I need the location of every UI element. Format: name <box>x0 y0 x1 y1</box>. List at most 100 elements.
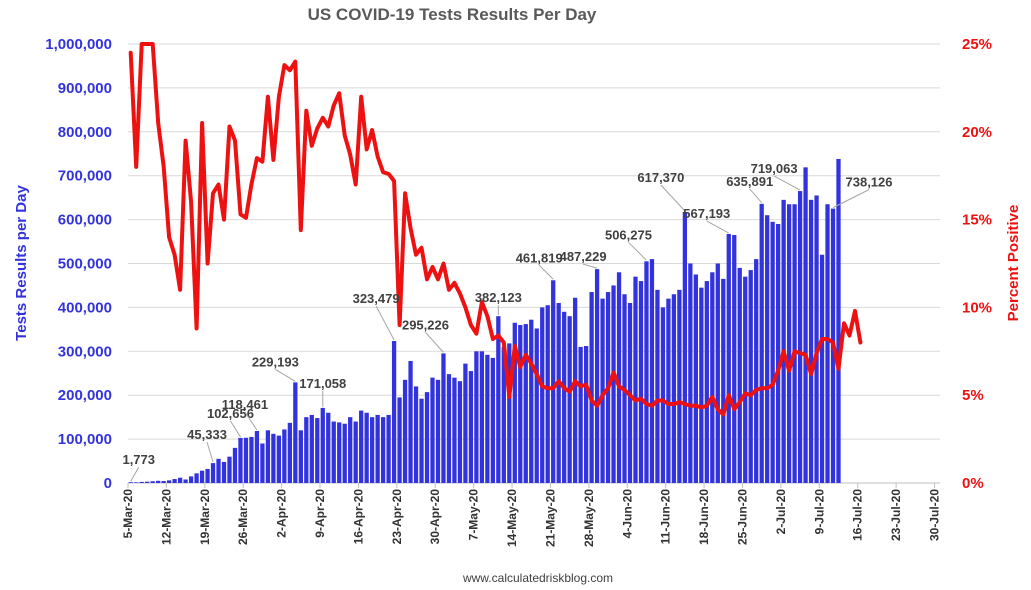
test-bar <box>819 254 825 483</box>
test-bar <box>188 476 194 483</box>
test-bar <box>759 203 764 483</box>
x-tick-label: 16-Jul-20 <box>851 489 865 541</box>
x-tick-label: 28-May-20 <box>582 489 596 547</box>
y-tick-label: 500,000 <box>58 256 112 273</box>
label-leader <box>538 264 554 280</box>
y2-tick-label: 15% <box>962 212 992 229</box>
test-bar <box>205 468 210 483</box>
test-bar <box>156 480 161 483</box>
x-tick-label: 4-Jun-20 <box>620 489 634 539</box>
data-label: 567,193 <box>683 206 730 221</box>
test-bar <box>194 473 199 483</box>
test-bar <box>600 298 605 483</box>
x-tick-label: 30-Apr-20 <box>428 489 442 545</box>
y-axis-left-ticks: 0 100,000 200,000 300,000 400,000 500,000 600,… <box>45 36 112 492</box>
test-bar <box>348 417 353 483</box>
test-bar <box>649 259 655 483</box>
x-tick-label: 11-Jun-20 <box>659 489 673 545</box>
axes <box>127 482 940 488</box>
test-bar <box>167 480 172 483</box>
test-bar <box>611 285 616 483</box>
test-bar <box>638 281 644 483</box>
test-bar <box>754 259 759 483</box>
test-bar <box>337 422 342 483</box>
test-bar <box>710 272 715 483</box>
test-bar <box>666 298 671 483</box>
y-tick-label: 800,000 <box>58 124 112 141</box>
y-tick-label: 0 <box>104 475 112 492</box>
test-bar <box>743 276 748 483</box>
source-label: www.calculatedriskblog.com <box>462 571 613 585</box>
label-leader <box>130 466 140 482</box>
test-bar <box>177 477 183 483</box>
test-bar <box>304 417 309 483</box>
x-tick-label: 7-May-20 <box>467 489 481 541</box>
line-series <box>128 42 863 417</box>
data-label: 229,193 <box>252 354 299 369</box>
test-bar <box>721 278 726 483</box>
x-tick-label: 21-May-20 <box>544 489 558 547</box>
test-bar <box>134 482 139 483</box>
label-leader <box>660 184 686 212</box>
data-label: 295,226 <box>402 317 449 332</box>
test-bar <box>671 294 677 483</box>
test-bar <box>309 414 314 483</box>
test-bar <box>490 357 495 483</box>
test-bar <box>797 191 803 483</box>
x-tick-label: 25-Jun-20 <box>736 489 750 545</box>
y-axis-label: Tests Results per Day <box>13 185 30 341</box>
x-tick-label: 23-Apr-20 <box>390 489 404 545</box>
bar-series <box>128 158 841 484</box>
test-bar <box>161 481 166 483</box>
test-bar <box>276 435 282 483</box>
x-axis-ticks: 5-Mar-20 12-Mar-20 19-Mar-20 26-Mar-20 2-Apr… <box>121 489 942 547</box>
x-tick-label: 19-Mar-20 <box>198 489 212 545</box>
label-leader <box>425 332 444 353</box>
label-leader <box>773 175 801 191</box>
test-bar <box>457 381 463 483</box>
data-label: 635,891 <box>726 174 773 189</box>
gridlines <box>128 43 940 440</box>
test-bar <box>836 158 841 483</box>
test-bar <box>699 287 704 483</box>
test-bar <box>507 343 512 483</box>
test-bar <box>441 353 446 483</box>
test-bar <box>145 481 150 483</box>
test-bar <box>221 461 227 483</box>
test-bar <box>776 223 781 484</box>
test-bar <box>556 303 561 483</box>
y-tick-label: 600,000 <box>58 212 112 229</box>
y-tick-label: 700,000 <box>58 168 112 185</box>
x-tick-label: 16-Apr-20 <box>351 489 365 545</box>
test-bar <box>655 289 660 483</box>
test-bar <box>803 167 808 483</box>
test-bar <box>128 482 133 483</box>
data-label: 382,123 <box>475 290 522 305</box>
label-leader <box>628 241 647 261</box>
x-tick-label: 5-Mar-20 <box>121 489 135 539</box>
test-bar <box>386 414 391 483</box>
test-bar <box>359 410 364 483</box>
test-bar <box>562 311 567 483</box>
test-bar <box>210 463 216 483</box>
test-bar <box>199 470 205 483</box>
test-bar <box>413 386 419 483</box>
test-bar <box>644 261 649 483</box>
test-bar <box>408 360 413 483</box>
test-bar <box>693 274 698 483</box>
data-label: 323,479 <box>353 291 400 306</box>
x-tick-label: 9-Jul-20 <box>812 489 826 535</box>
test-bar <box>391 340 397 483</box>
test-bar <box>688 263 693 483</box>
data-label: 171,058 <box>299 376 346 391</box>
x-tick-label: 26-Mar-20 <box>236 489 250 545</box>
label-leader <box>244 411 258 431</box>
data-label: 461,819 <box>516 250 563 265</box>
data-label: 102,656 <box>207 406 254 421</box>
label-leader <box>582 263 598 269</box>
label-leader <box>206 441 214 463</box>
test-bar <box>529 319 534 483</box>
test-bar <box>353 421 358 483</box>
test-bar <box>677 289 682 483</box>
